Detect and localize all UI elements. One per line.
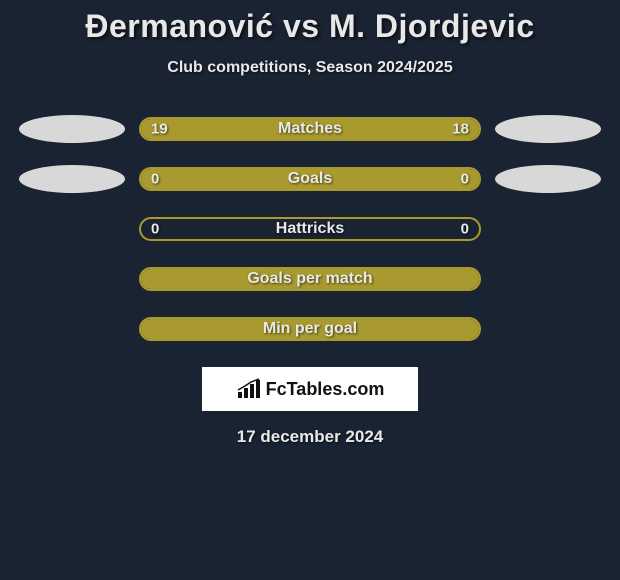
stat-rows: 19 Matches 18 0 Goals 0 0 Hattricks 0 [0, 115, 620, 343]
ellipse-right [495, 115, 601, 143]
stat-row-hattricks: 0 Hattricks 0 [0, 215, 620, 243]
ellipse-spacer [19, 315, 125, 343]
stat-value-left: 0 [151, 171, 159, 188]
stat-bar: Min per goal [139, 317, 481, 341]
stat-bar: 0 Hattricks 0 [139, 217, 481, 241]
stat-label: Matches [278, 120, 342, 138]
stat-label: Hattricks [276, 220, 344, 238]
ellipse-right [495, 165, 601, 193]
stat-row-gpm: Goals per match [0, 265, 620, 293]
ellipse-spacer [495, 315, 601, 343]
stat-row-mpg: Min per goal [0, 315, 620, 343]
stat-label: Goals per match [247, 270, 372, 288]
stat-bar: 19 Matches 18 [139, 117, 481, 141]
stat-label: Min per goal [263, 320, 357, 338]
logo-box: FcTables.com [202, 367, 418, 411]
ellipse-spacer [495, 265, 601, 293]
subtitle: Club competitions, Season 2024/2025 [0, 59, 620, 77]
stat-value-left: 0 [151, 221, 159, 238]
ellipse-spacer [19, 215, 125, 243]
stat-bar: Goals per match [139, 267, 481, 291]
date-text: 17 december 2024 [0, 427, 620, 447]
page-title: Đermanović vs M. Djordjevic [0, 8, 620, 45]
stat-bar: 0 Goals 0 [139, 167, 481, 191]
stat-value-left: 19 [151, 121, 168, 138]
logo-text: FcTables.com [266, 379, 385, 400]
stat-value-right: 18 [452, 121, 469, 138]
stat-row-goals: 0 Goals 0 [0, 165, 620, 193]
ellipse-left [19, 115, 125, 143]
ellipse-spacer [495, 215, 601, 243]
stat-label: Goals [288, 170, 332, 188]
stat-value-right: 0 [461, 221, 469, 238]
comparison-infographic: Đermanović vs M. Djordjevic Club competi… [0, 0, 620, 447]
ellipse-left [19, 165, 125, 193]
stat-row-matches: 19 Matches 18 [0, 115, 620, 143]
ellipse-spacer [19, 265, 125, 293]
chart-icon [236, 378, 262, 400]
stat-value-right: 0 [461, 171, 469, 188]
